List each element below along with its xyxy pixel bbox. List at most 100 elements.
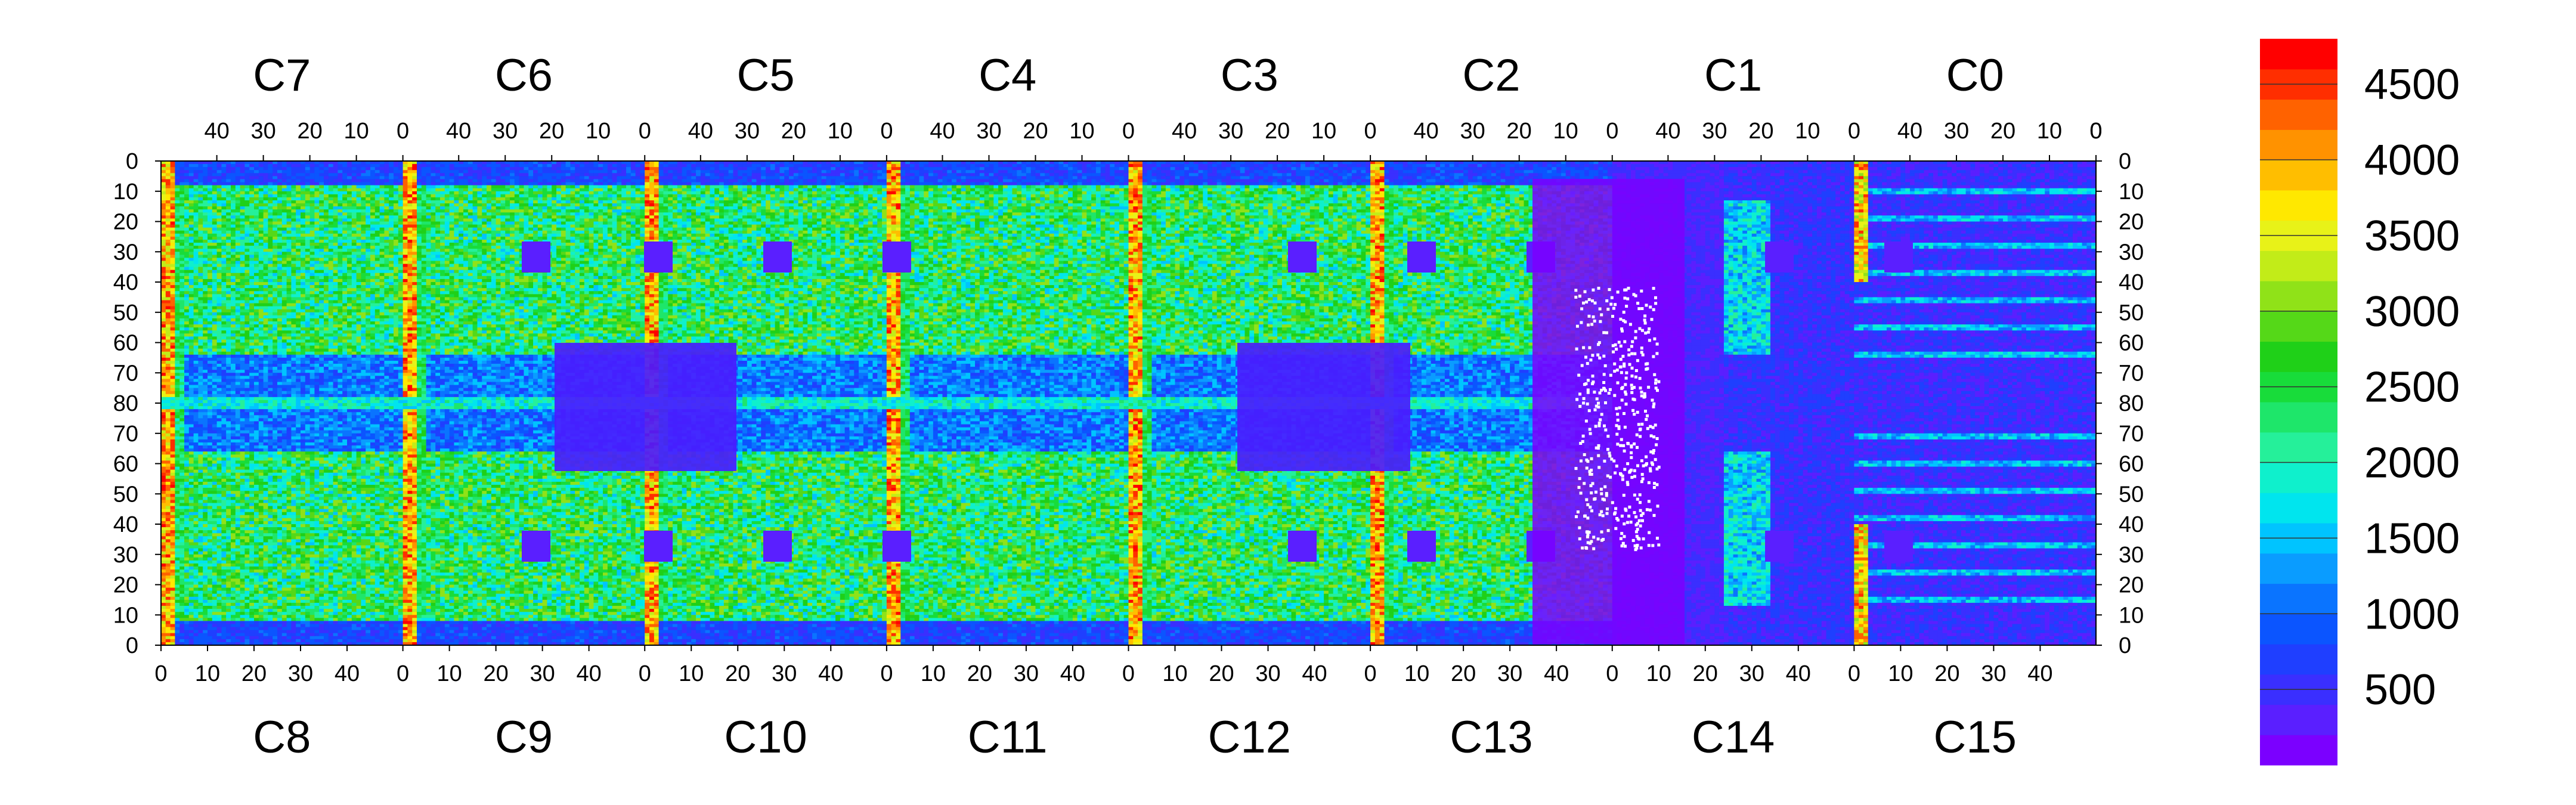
colorbar-tick-label: 2000	[2364, 439, 2460, 487]
top-channel-labels: C7 C6 C5 C4 C3 C2 C1 C0	[253, 50, 2004, 101]
bottom-channel-label: C11	[968, 712, 1048, 763]
bottom-tick-label: 20	[725, 661, 750, 686]
left-tick-label: 30	[113, 543, 138, 568]
bottom-axis-ticks: 0 10 20 30 40 0 10 20 30 40 0 10 20 30 40 0 10 20 30 40 0 10 2…	[154, 645, 2052, 686]
top-tick-label: 40	[1172, 119, 1197, 144]
right-tick-label: 0	[2119, 149, 2131, 174]
right-tick-label: 60	[2119, 331, 2144, 356]
colorbar-band	[2260, 129, 2337, 160]
right-tick-label: 30	[2119, 543, 2144, 568]
colorbar-band	[2260, 644, 2337, 674]
top-tick-label: 40	[688, 119, 713, 144]
right-tick-label: 50	[2119, 301, 2144, 326]
right-tick-label: 10	[2119, 603, 2144, 628]
top-tick-label: 10	[828, 119, 853, 144]
left-tick-label: 70	[113, 422, 138, 447]
top-tick-label: 40	[446, 119, 471, 144]
bottom-tick-label: 10	[195, 661, 220, 686]
top-tick-label: 20	[1265, 119, 1290, 144]
top-tick-label: 0	[1122, 119, 1135, 144]
left-tick-label: 30	[113, 240, 138, 265]
bottom-tick-label: 40	[1786, 661, 1811, 686]
colorbar-band	[2260, 39, 2337, 69]
bottom-tick-label: 20	[483, 661, 508, 686]
heatmap-cells	[161, 161, 2097, 646]
colorbar-tick-label: 4000	[2364, 137, 2460, 184]
right-tick-label: 70	[2119, 422, 2144, 447]
top-tick-label: 30	[1702, 119, 1727, 144]
bottom-channel-labels: C8 C9 C10 C11 C12 C13 C14 C15	[253, 712, 2017, 763]
colorbar-band	[2260, 281, 2337, 311]
bottom-tick-label: 40	[1302, 661, 1327, 686]
top-tick-label: 30	[1944, 119, 1969, 144]
top-tick-label: 0	[2089, 119, 2102, 144]
top-tick-label: 10	[2037, 119, 2062, 144]
bottom-tick-label: 10	[1162, 661, 1187, 686]
right-tick-label: 20	[2119, 210, 2144, 235]
bottom-tick-label: 20	[1693, 661, 1718, 686]
left-tick-label: 0	[126, 633, 138, 658]
top-tick-label: 30	[250, 119, 275, 144]
top-tick-label: 40	[204, 119, 229, 144]
top-tick-label: 10	[1553, 119, 1578, 144]
colorbar-band	[2260, 584, 2337, 614]
bottom-tick-label: 10	[436, 661, 462, 686]
colorbar-tick-label: 1500	[2364, 515, 2460, 562]
bottom-channel-label: C8	[253, 712, 311, 763]
colorbar-tick-label: 4500	[2364, 61, 2460, 109]
top-tick-label: 30	[976, 119, 1001, 144]
right-tick-label: 20	[2119, 573, 2144, 598]
bottom-tick-label: 20	[1209, 661, 1234, 686]
colorbar-band	[2260, 342, 2337, 372]
colorbar-band	[2260, 705, 2337, 735]
bottom-tick-label: 30	[1981, 661, 2006, 686]
colorbar-band	[2260, 402, 2337, 432]
colorbar-tick-label: 500	[2364, 666, 2436, 714]
top-tick-label: 20	[1023, 119, 1048, 144]
top-channel-label: C7	[253, 50, 311, 101]
right-tick-label: 30	[2119, 240, 2144, 265]
bottom-tick-label: 0	[1848, 661, 1860, 686]
top-tick-label: 30	[735, 119, 760, 144]
left-tick-label: 40	[113, 512, 138, 537]
left-tick-label: 70	[113, 361, 138, 386]
bottom-tick-label: 40	[1544, 661, 1569, 686]
bottom-channel-label: C10	[724, 712, 807, 763]
bottom-tick-label: 0	[1364, 661, 1377, 686]
bottom-tick-label: 20	[242, 661, 267, 686]
bottom-tick-label: 30	[1255, 661, 1280, 686]
bottom-tick-label: 30	[530, 661, 555, 686]
bottom-tick-label: 0	[397, 661, 409, 686]
colorbar-band	[2260, 100, 2337, 130]
bottom-channel-label: C12	[1208, 712, 1291, 763]
right-tick-label: 50	[2119, 482, 2144, 507]
bottom-tick-label: 10	[921, 661, 946, 686]
right-tick-label: 80	[2119, 391, 2144, 416]
colorbar-band	[2260, 463, 2337, 493]
bottom-tick-label: 0	[639, 661, 651, 686]
right-tick-label: 60	[2119, 452, 2144, 477]
colorbar-band	[2260, 735, 2337, 765]
left-tick-label: 80	[113, 391, 138, 416]
left-tick-label: 60	[113, 452, 138, 477]
bottom-tick-label: 0	[1606, 661, 1618, 686]
bottom-channel-label: C13	[1450, 712, 1532, 763]
bottom-tick-label: 30	[1014, 661, 1039, 686]
bottom-channel-label: C15	[1933, 712, 2016, 763]
left-tick-label: 20	[113, 210, 138, 235]
colorbar-tick-label: 1000	[2364, 590, 2460, 638]
top-channel-label: C4	[979, 50, 1036, 101]
top-tick-label: 20	[297, 119, 322, 144]
bottom-tick-label: 30	[1739, 661, 1764, 686]
left-tick-label: 10	[113, 603, 138, 628]
colorbar-band	[2260, 493, 2337, 523]
top-tick-label: 20	[1507, 119, 1532, 144]
bottom-channel-label: C9	[495, 712, 553, 763]
top-channel-label: C3	[1221, 50, 1278, 101]
right-tick-label: 40	[2119, 270, 2144, 295]
colorbar-band	[2260, 614, 2337, 644]
bottom-tick-label: 20	[1934, 661, 1959, 686]
top-tick-label: 40	[1897, 119, 1922, 144]
